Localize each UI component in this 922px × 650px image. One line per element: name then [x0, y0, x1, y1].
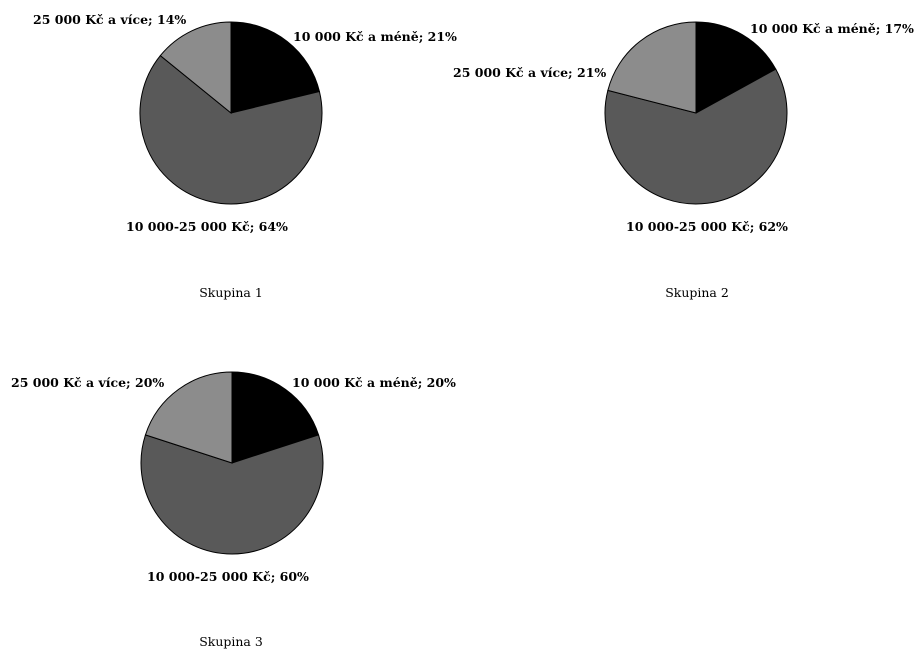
slice-1-3 [159, 21, 232, 115]
pie-chart-skupina-2: 10 000 Kč a méně; 17% 10 000-25 000 Kč; … [453, 21, 914, 300]
slice-label-1-2: 10 000-25 000 Kč; 64% [126, 219, 288, 234]
slice-label-3-1: 10 000 Kč a méně; 20% [292, 375, 456, 390]
chart-title-2: Skupina 2 [665, 285, 729, 300]
slice-1-2 [139, 54, 323, 205]
chart-title-3: Skupina 3 [199, 634, 263, 649]
slice-label-3-3: 25 000 Kč a více; 20% [11, 375, 164, 390]
pie-chart-skupina-1: 10 000 Kč a méně; 21% 10 000-25 000 Kč; … [33, 12, 457, 300]
slice-label-1-3: 25 000 Kč a více; 14% [33, 12, 186, 27]
pie-chart-skupina-3: 10 000 Kč a méně; 20% 10 000-25 000 Kč; … [11, 371, 456, 649]
slice-label-2-1: 10 000 Kč a méně; 17% [750, 21, 914, 36]
slice-label-2-3: 25 000 Kč a více; 21% [453, 65, 606, 80]
slice-2-2 [604, 68, 788, 205]
slice-3-2 [140, 434, 324, 555]
slice-label-1-1: 10 000 Kč a méně; 21% [293, 29, 457, 44]
slice-label-3-2: 10 000-25 000 Kč; 60% [147, 569, 309, 584]
chart-title-1: Skupina 1 [199, 285, 263, 300]
slice-3-1 [231, 371, 320, 464]
slice-2-3 [607, 21, 697, 114]
slice-1-1 [230, 21, 321, 114]
slice-label-2-2: 10 000-25 000 Kč; 62% [626, 219, 788, 234]
slice-3-3 [144, 371, 233, 464]
slice-2-1 [695, 21, 777, 114]
